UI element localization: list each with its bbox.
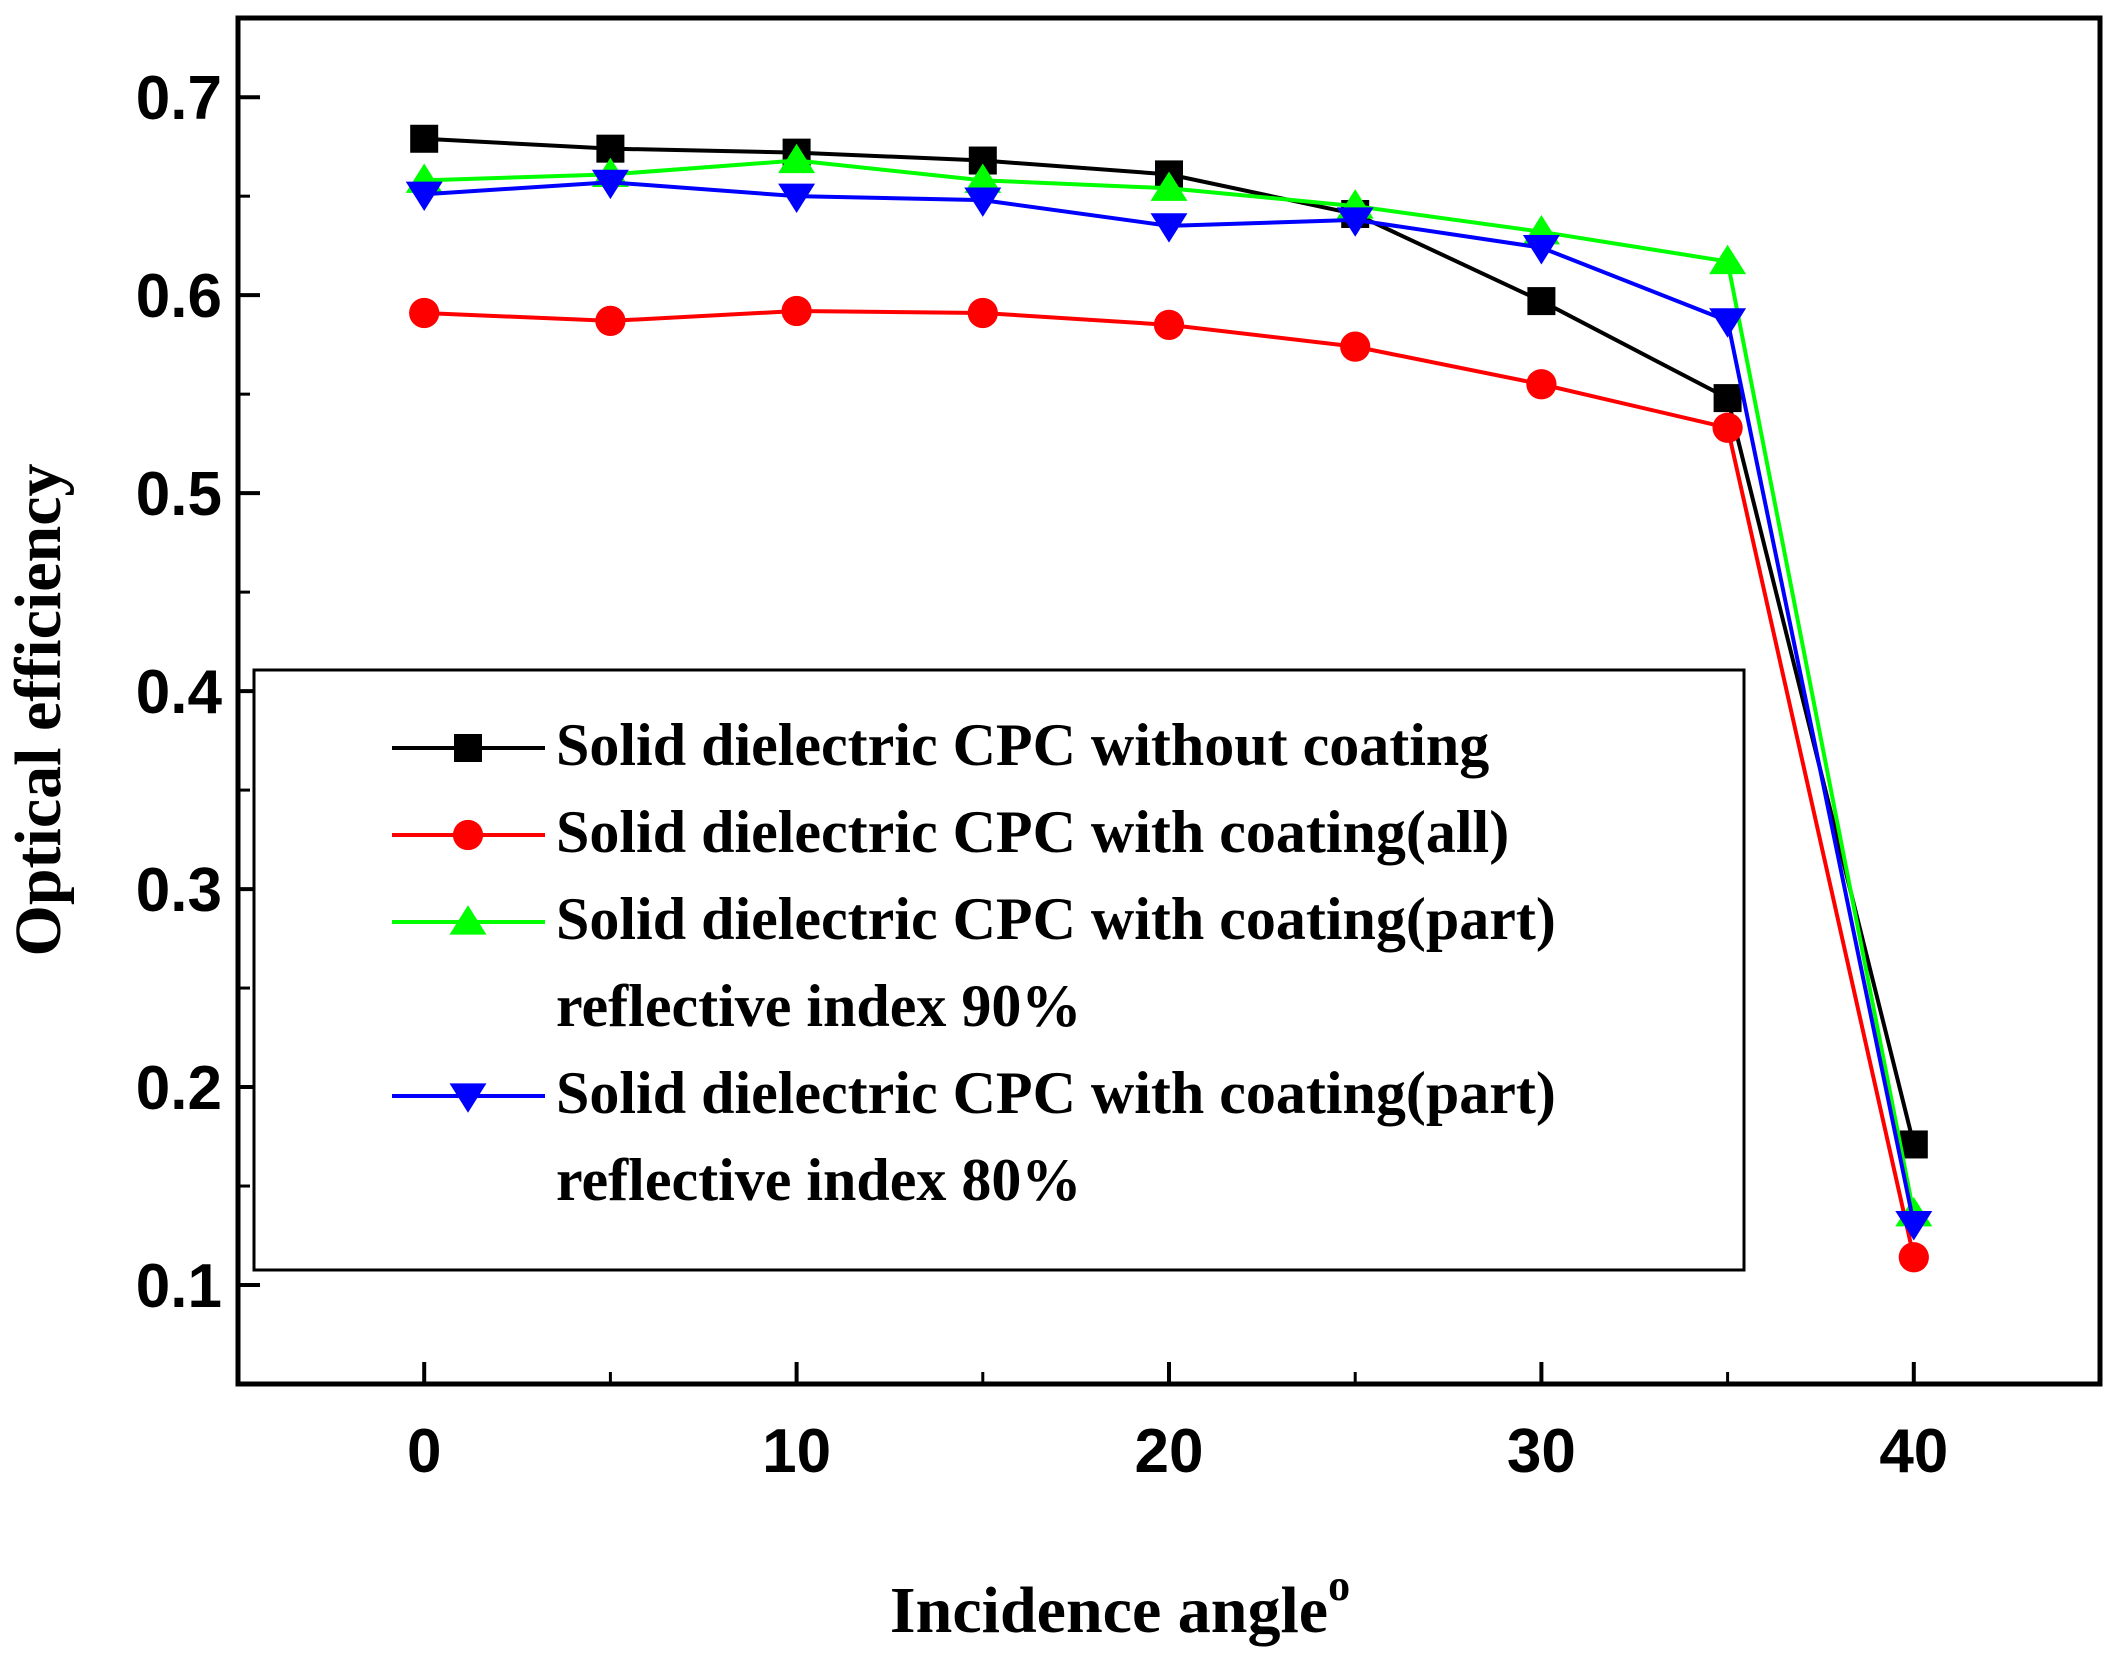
data-point (1898, 1242, 1929, 1273)
y-axis-title: Optical efficiency (2, 463, 75, 956)
data-point (967, 297, 998, 329)
data-point (1709, 244, 1747, 275)
data-point (1709, 308, 1747, 338)
legend-label: Solid dielectric CPC with coating(part) (556, 886, 1556, 952)
y-tick-label: 0.3 (136, 856, 222, 925)
x-tick-label: 10 (762, 1417, 831, 1486)
data-point (778, 183, 816, 213)
legend-swatch-marker (449, 1083, 487, 1113)
legend-box (252, 668, 1746, 1272)
x-tick-label: 20 (1135, 1417, 1204, 1486)
data-point (1895, 1211, 1933, 1241)
legend-label: reflective index 80% (556, 1147, 1081, 1213)
legend-entry-4: Solid dielectric CPC with coating(part) r… (392, 1060, 1556, 1213)
data-point (1150, 171, 1188, 201)
x-tick-label: 40 (1879, 1417, 1948, 1486)
data-point (1713, 384, 1742, 413)
legend: Solid dielectric CPC without coating Soli… (252, 668, 1746, 1272)
data-point (1522, 235, 1560, 265)
legend-entries: Solid dielectric CPC without coating Soli… (392, 712, 1556, 1213)
y-tick-label: 0.6 (136, 262, 222, 331)
legend-swatch-marker (452, 819, 484, 851)
data-point (1899, 1130, 1928, 1159)
series-layer (405, 124, 1933, 1273)
data-point (964, 163, 1002, 193)
legend-label: Solid dielectric CPC without coating (556, 712, 1489, 778)
legend-entry-2: Solid dielectric CPC with coating(all) (392, 799, 1509, 865)
legend-swatch-marker (454, 734, 482, 762)
data-point (1527, 287, 1556, 316)
x-tick-label: 30 (1507, 1417, 1576, 1486)
series-4 (405, 169, 1933, 1241)
data-point (1526, 369, 1557, 400)
series-2 (409, 295, 1929, 1273)
legend-label: Solid dielectric CPC with coating(part) (556, 1060, 1556, 1126)
x-axis-title: Incidence angleo (890, 1561, 1350, 1647)
y-tick-label: 0.4 (136, 658, 223, 727)
x-axis-title-superscript: o (1328, 1561, 1350, 1610)
data-point (964, 187, 1002, 217)
y-tick-label: 0.2 (136, 1054, 222, 1123)
y-tick-label: 0.7 (136, 64, 222, 133)
data-point (778, 143, 816, 174)
data-point (1336, 207, 1374, 237)
y-tick-label: 0.5 (136, 460, 222, 529)
data-point (1153, 309, 1185, 340)
data-point (591, 169, 629, 200)
legend-swatch-marker (449, 905, 487, 935)
x-axis-title-main: Incidence angle (890, 1574, 1328, 1647)
data-point (1712, 412, 1743, 443)
y-tick-label: 0.1 (136, 1252, 222, 1321)
data-point (1340, 331, 1371, 362)
x-tick-label: 0 (407, 1417, 441, 1486)
legend-label: reflective index 90% (556, 973, 1081, 1039)
legend-entry-1: Solid dielectric CPC without coating (392, 712, 1489, 778)
data-point (781, 295, 812, 327)
axis-ticks: 0.1 0.2 0.3 0.4 0.5 0.6 0.7 0 10 20 30 40 (136, 64, 1948, 1486)
data-point (409, 297, 440, 329)
data-point (410, 124, 439, 153)
data-point (595, 305, 626, 337)
data-point (1150, 213, 1188, 243)
legend-label: Solid dielectric CPC with coating(all) (556, 799, 1509, 865)
legend-entry-3: Solid dielectric CPC with coating(part) … (392, 886, 1556, 1039)
data-point (405, 181, 443, 211)
